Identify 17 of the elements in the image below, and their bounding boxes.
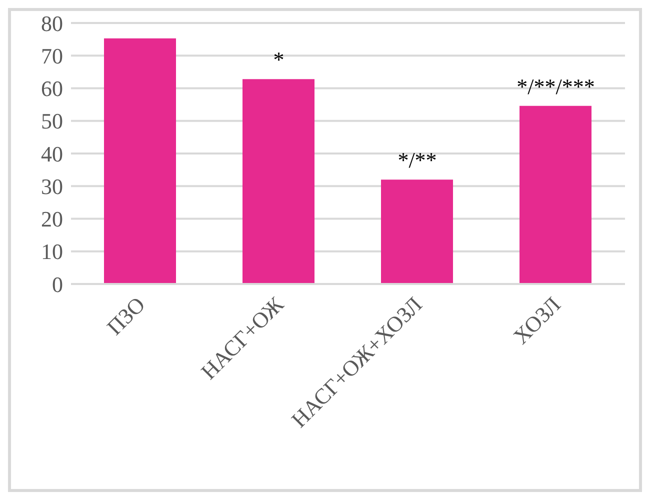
bar: [520, 106, 592, 284]
y-tick-label: 0: [52, 272, 63, 297]
y-tick-label: 70: [41, 43, 63, 68]
y-tick-label: 60: [41, 76, 63, 102]
y-tick-label: 50: [41, 108, 63, 134]
x-tick-label: ПЗО: [102, 292, 150, 340]
y-tick-label: 30: [41, 174, 63, 199]
annotation: */**/***: [516, 74, 595, 99]
y-tick-label: 10: [41, 239, 63, 264]
y-tick-label: 40: [41, 141, 63, 166]
bar: [104, 38, 176, 284]
annotation: *: [273, 47, 284, 72]
y-tick-label: 20: [41, 206, 63, 232]
bar: [242, 79, 314, 284]
y-tick-label: 80: [41, 10, 63, 36]
annotation: */**: [398, 148, 437, 173]
bar: [381, 180, 453, 284]
